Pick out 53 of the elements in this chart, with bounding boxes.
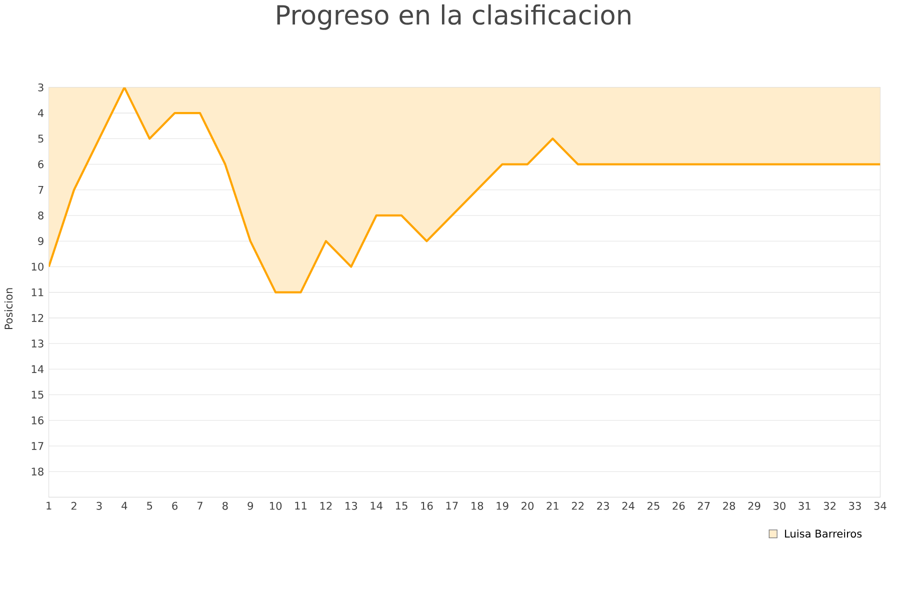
x-tick-label: 16 — [421, 502, 433, 510]
y-tick-label: 14 — [32, 365, 44, 373]
y-tick-label: 3 — [38, 83, 44, 92]
y-tick-label: 6 — [38, 160, 44, 168]
y-tick-label: 11 — [32, 288, 44, 296]
y-tick-label: 10 — [32, 262, 44, 271]
y-tick-label: 13 — [32, 339, 44, 348]
y-tick-label: 5 — [38, 134, 44, 142]
x-tick-label: 4 — [122, 502, 128, 510]
x-tick-label: 28 — [723, 502, 736, 510]
x-tick-label: 12 — [320, 502, 332, 510]
y-tick-label: 7 — [38, 186, 44, 194]
x-tick-label: 17 — [446, 502, 458, 510]
x-tick-label: 29 — [748, 502, 760, 510]
y-tick-label: 4 — [38, 109, 44, 117]
x-tick-label: 3 — [96, 502, 102, 510]
x-tick-label: 7 — [197, 502, 202, 510]
x-tick-label: 21 — [546, 502, 558, 510]
x-tick-label: 10 — [270, 502, 282, 510]
x-tick-label: 18 — [472, 502, 484, 510]
x-tick-label: 19 — [496, 502, 508, 510]
x-tick-label: 11 — [295, 502, 306, 510]
x-tick-label: 20 — [522, 502, 534, 510]
x-tick-label: 8 — [222, 502, 228, 510]
x-tick-label: 25 — [648, 502, 660, 510]
x-tick-label: 9 — [248, 502, 253, 510]
y-tick-label: 12 — [32, 314, 44, 322]
y-tick-label: 8 — [38, 211, 44, 220]
x-tick-label: 23 — [597, 502, 609, 510]
x-tick-label: 14 — [370, 502, 382, 510]
x-tick-label: 13 — [346, 502, 358, 510]
chart-title: Progreso en la clasificacion — [277, 4, 630, 30]
x-tick-label: 34 — [874, 502, 886, 510]
x-tick-label: 2 — [71, 502, 76, 510]
x-tick-label: 32 — [824, 502, 836, 510]
x-tick-label: 31 — [798, 502, 810, 510]
x-tick-label: 27 — [698, 502, 710, 510]
x-tick-label: 33 — [849, 502, 861, 510]
x-tick-label: 30 — [774, 502, 786, 510]
y-tick-label: 9 — [38, 237, 44, 246]
legend-label: Luisa Barreiros — [785, 529, 862, 538]
y-tick-label: 17 — [32, 442, 44, 450]
x-tick-label: 15 — [396, 502, 408, 510]
x-tick-label: 1 — [46, 502, 52, 510]
y-axis-title: Posicion — [4, 288, 13, 329]
y-tick-label: 18 — [32, 468, 44, 476]
x-tick-label: 24 — [622, 502, 634, 510]
x-tick-label: 22 — [572, 502, 584, 510]
y-tick-label: 16 — [32, 416, 44, 424]
x-tick-label: 5 — [147, 502, 152, 510]
x-tick-label: 6 — [172, 502, 178, 510]
y-tick-label: 15 — [32, 390, 44, 399]
x-tick-label: 26 — [672, 502, 685, 510]
